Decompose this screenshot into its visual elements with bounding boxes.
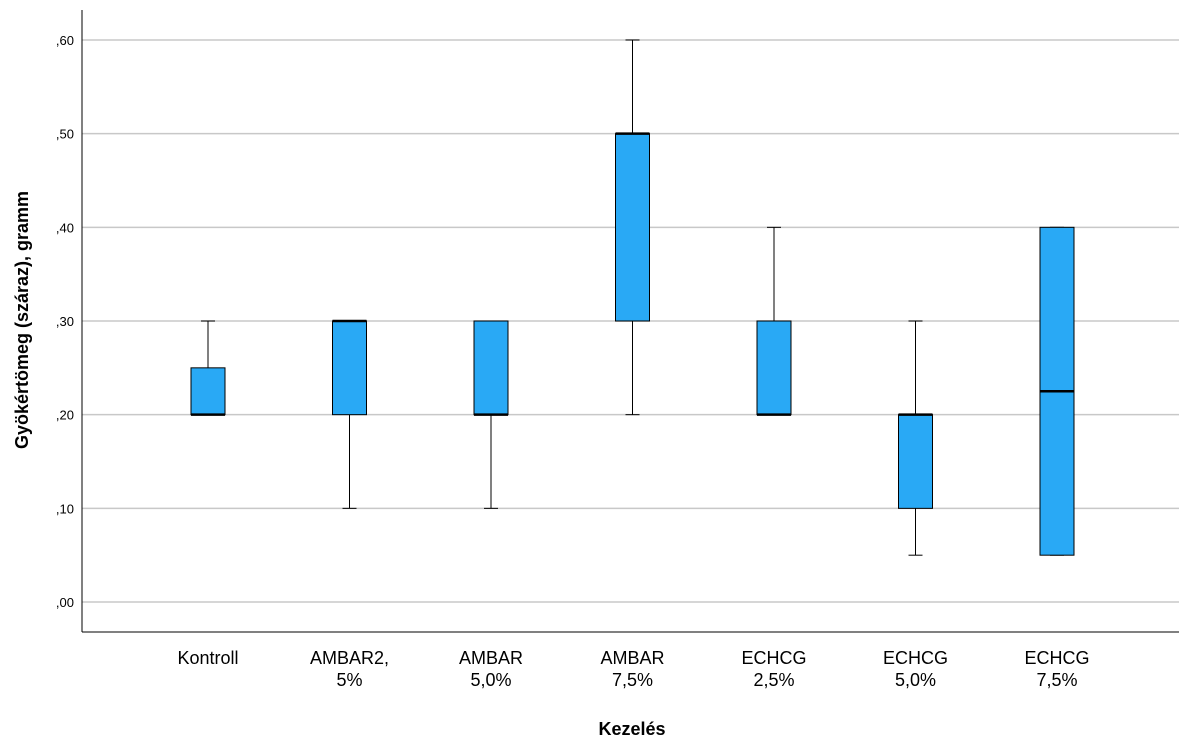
x-category-label-line: Kontroll bbox=[177, 648, 238, 668]
y-tick-labels: ,00 ,10 ,20 ,30 ,40 ,50 ,60 bbox=[56, 33, 74, 610]
box-plot-item bbox=[474, 321, 508, 508]
y-tick-label: ,20 bbox=[56, 408, 74, 423]
box-plot-item bbox=[1040, 227, 1074, 555]
box-plot-item bbox=[616, 40, 650, 415]
x-category-label: AMBAR 5,0% bbox=[459, 648, 523, 690]
y-tick-label: ,30 bbox=[56, 314, 74, 329]
box bbox=[757, 321, 791, 415]
y-tick-label: ,10 bbox=[56, 501, 74, 516]
box-plot-item bbox=[899, 321, 933, 555]
x-category-label-line: AMBAR bbox=[600, 648, 664, 668]
x-category-label: ECHCG 7,5% bbox=[1024, 648, 1089, 690]
x-category-label: Kontroll bbox=[177, 648, 238, 668]
box-plot-item bbox=[333, 321, 367, 508]
x-category-label-line: 2,5% bbox=[753, 670, 794, 690]
x-category-label-line: ECHCG bbox=[1024, 648, 1089, 668]
boxes bbox=[191, 40, 1074, 555]
y-tick-label: ,50 bbox=[56, 127, 74, 142]
box bbox=[899, 415, 933, 509]
y-tick-label: ,00 bbox=[56, 595, 74, 610]
x-category-label-line: 7,5% bbox=[612, 670, 653, 690]
x-category-label: AMBAR2, 5% bbox=[310, 648, 389, 690]
x-category-label-line: 5,0% bbox=[895, 670, 936, 690]
x-category-label-line: 5% bbox=[336, 670, 362, 690]
box bbox=[333, 321, 367, 415]
category-labels: Kontroll AMBAR2, 5%AMBAR 5,0%AMBAR 7,5%ECHCG… bbox=[177, 648, 1089, 690]
box bbox=[474, 321, 508, 415]
x-axis-title: Kezelés bbox=[598, 719, 665, 739]
x-category-label-line: AMBAR bbox=[459, 648, 523, 668]
x-category-label-line: ECHCG bbox=[883, 648, 948, 668]
box-plot-item bbox=[191, 321, 225, 415]
x-category-label: ECHCG 5,0% bbox=[883, 648, 948, 690]
x-category-label-line: ECHCG bbox=[741, 648, 806, 668]
y-tick-label: ,40 bbox=[56, 220, 74, 235]
box-plot-item bbox=[757, 227, 791, 414]
x-category-label-line: 7,5% bbox=[1036, 670, 1077, 690]
box bbox=[616, 134, 650, 321]
y-tick-label: ,60 bbox=[56, 33, 74, 48]
box bbox=[191, 368, 225, 415]
y-axis-title: Gyökértömeg (száraz), gramm bbox=[12, 191, 32, 449]
x-category-label: ECHCG 2,5% bbox=[741, 648, 806, 690]
x-category-label-line: 5,0% bbox=[470, 670, 511, 690]
x-category-label-line: AMBAR2, bbox=[310, 648, 389, 668]
x-category-label: AMBAR 7,5% bbox=[600, 648, 664, 690]
